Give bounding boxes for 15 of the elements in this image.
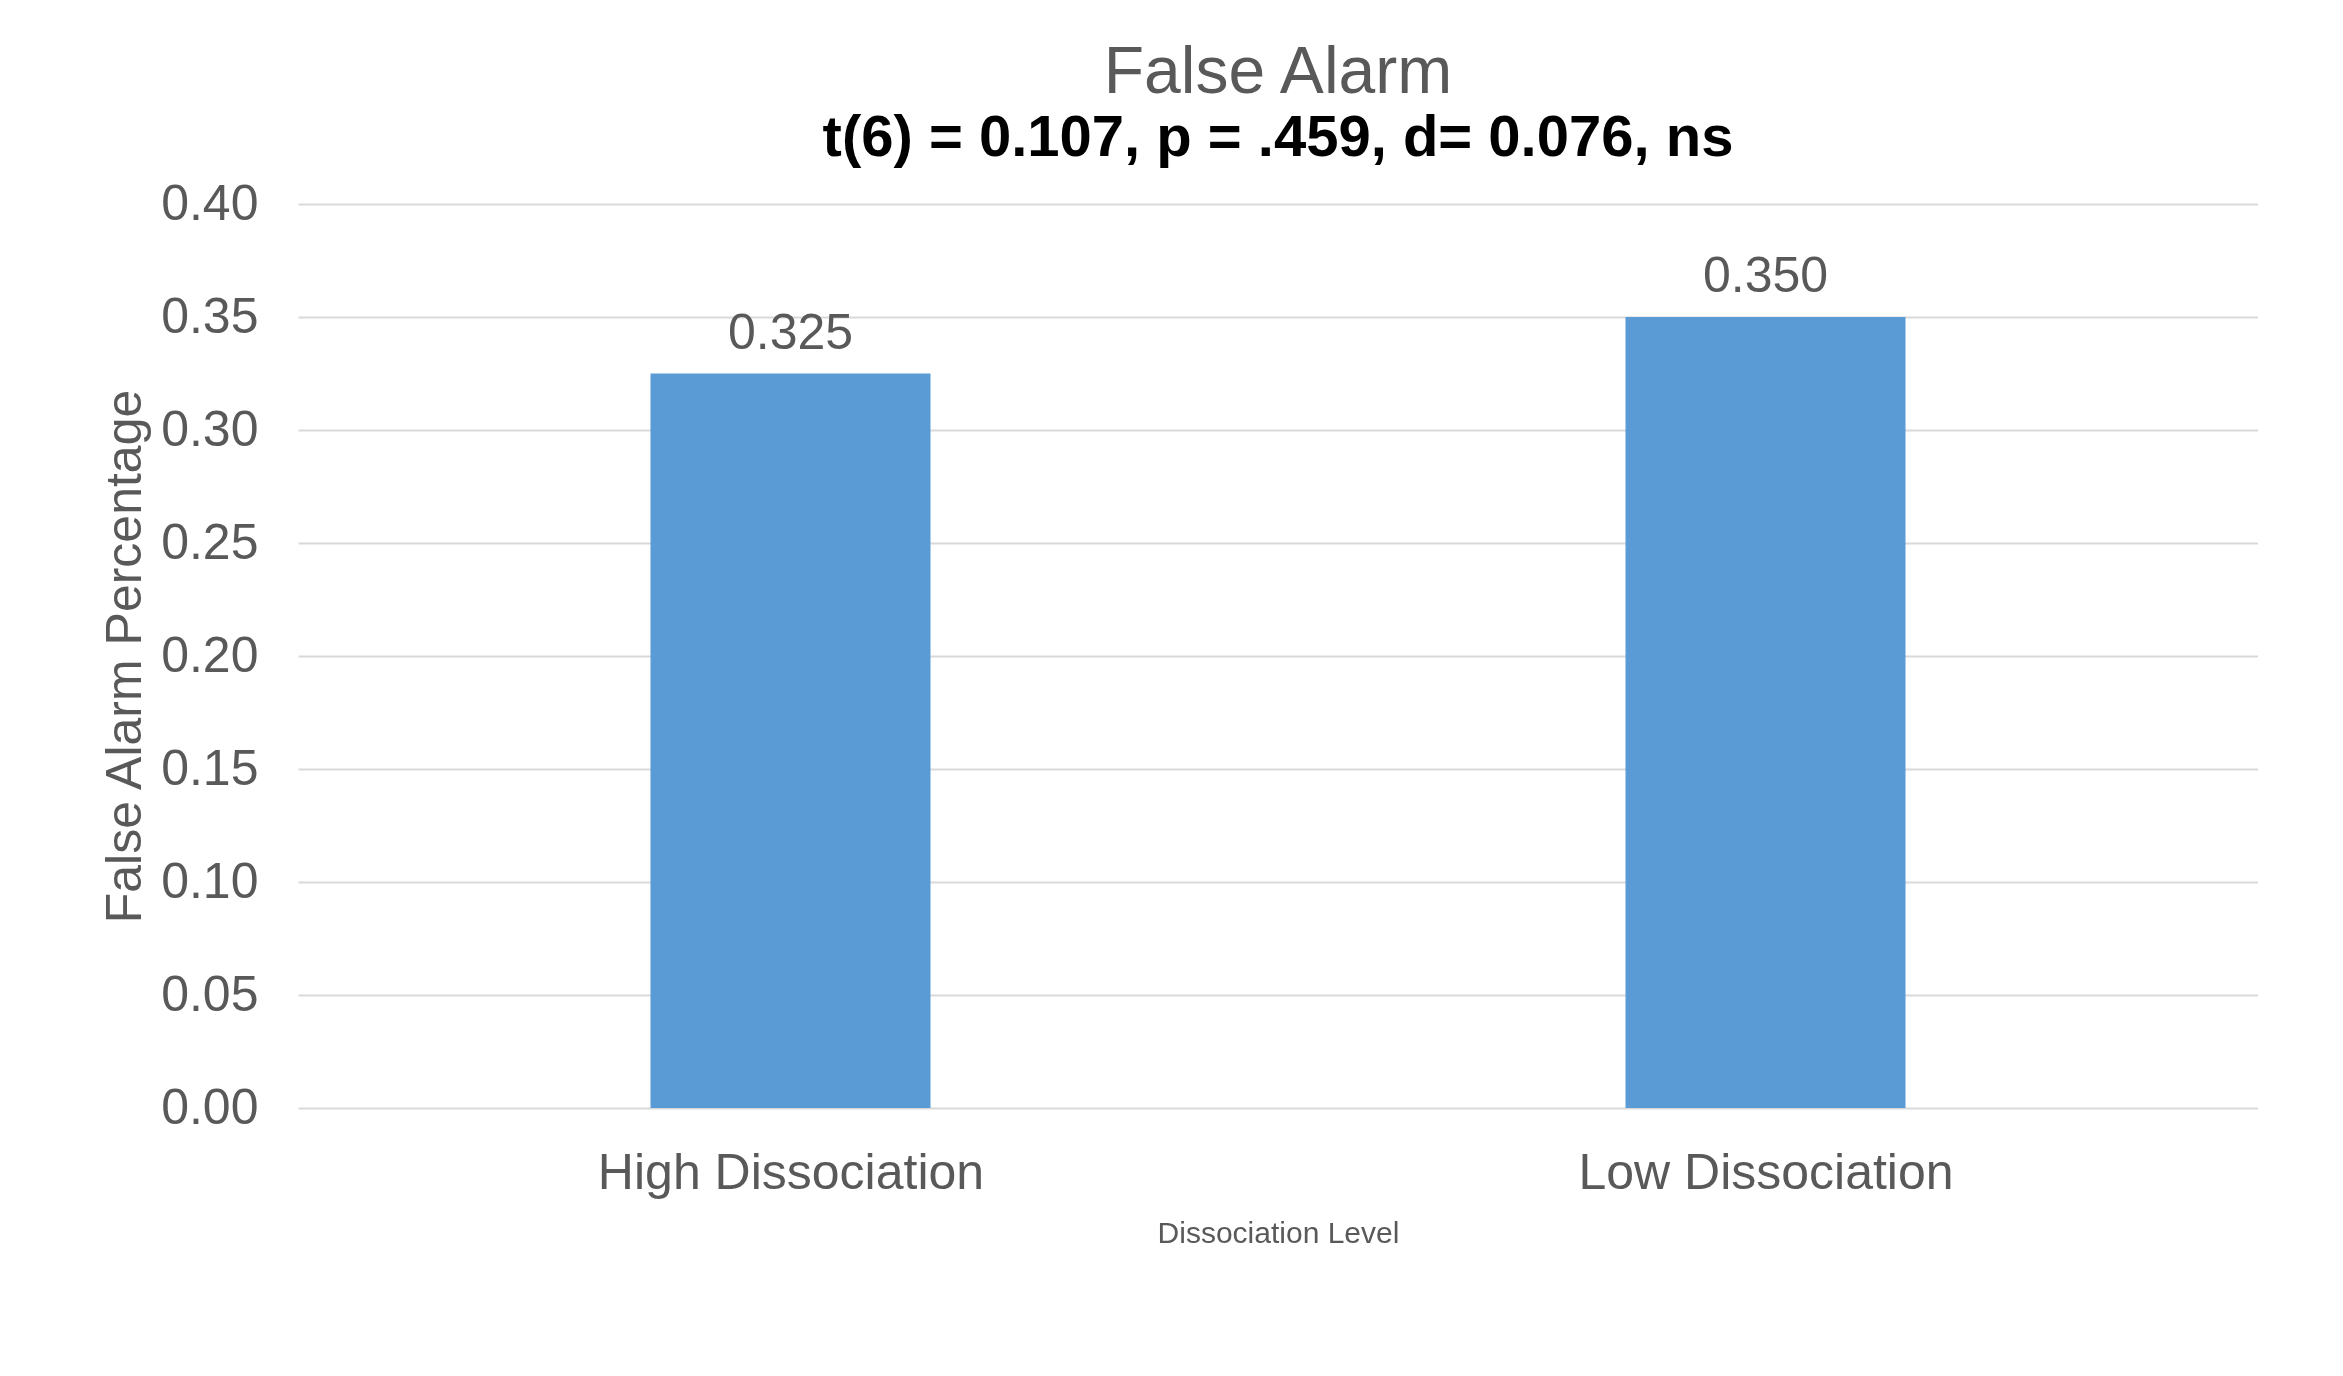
y-tick-label: 0.35 bbox=[161, 287, 259, 344]
y-axis-title: False Alarm Percentage bbox=[96, 389, 153, 924]
y-tick-label: 0.20 bbox=[161, 626, 259, 683]
y-tick-label: 0.00 bbox=[161, 1078, 259, 1135]
y-tick-label: 0.05 bbox=[161, 965, 259, 1022]
y-tick-label: 0.15 bbox=[161, 739, 259, 796]
y-tick-label: 0.40 bbox=[161, 174, 259, 231]
data-label: 0.325 bbox=[727, 303, 854, 360]
x-tick-label: Low Dissociation bbox=[1578, 1143, 1954, 1200]
data-label: 0.350 bbox=[1702, 247, 1829, 303]
x-tick-label: High Dissociation bbox=[597, 1143, 985, 1200]
y-tick-label: 0.25 bbox=[161, 513, 259, 570]
x-axis-title: Dissociation Level bbox=[1157, 1215, 1400, 1249]
y-tick-label: 0.30 bbox=[161, 400, 259, 457]
y-tick-label: 0.10 bbox=[161, 852, 259, 909]
